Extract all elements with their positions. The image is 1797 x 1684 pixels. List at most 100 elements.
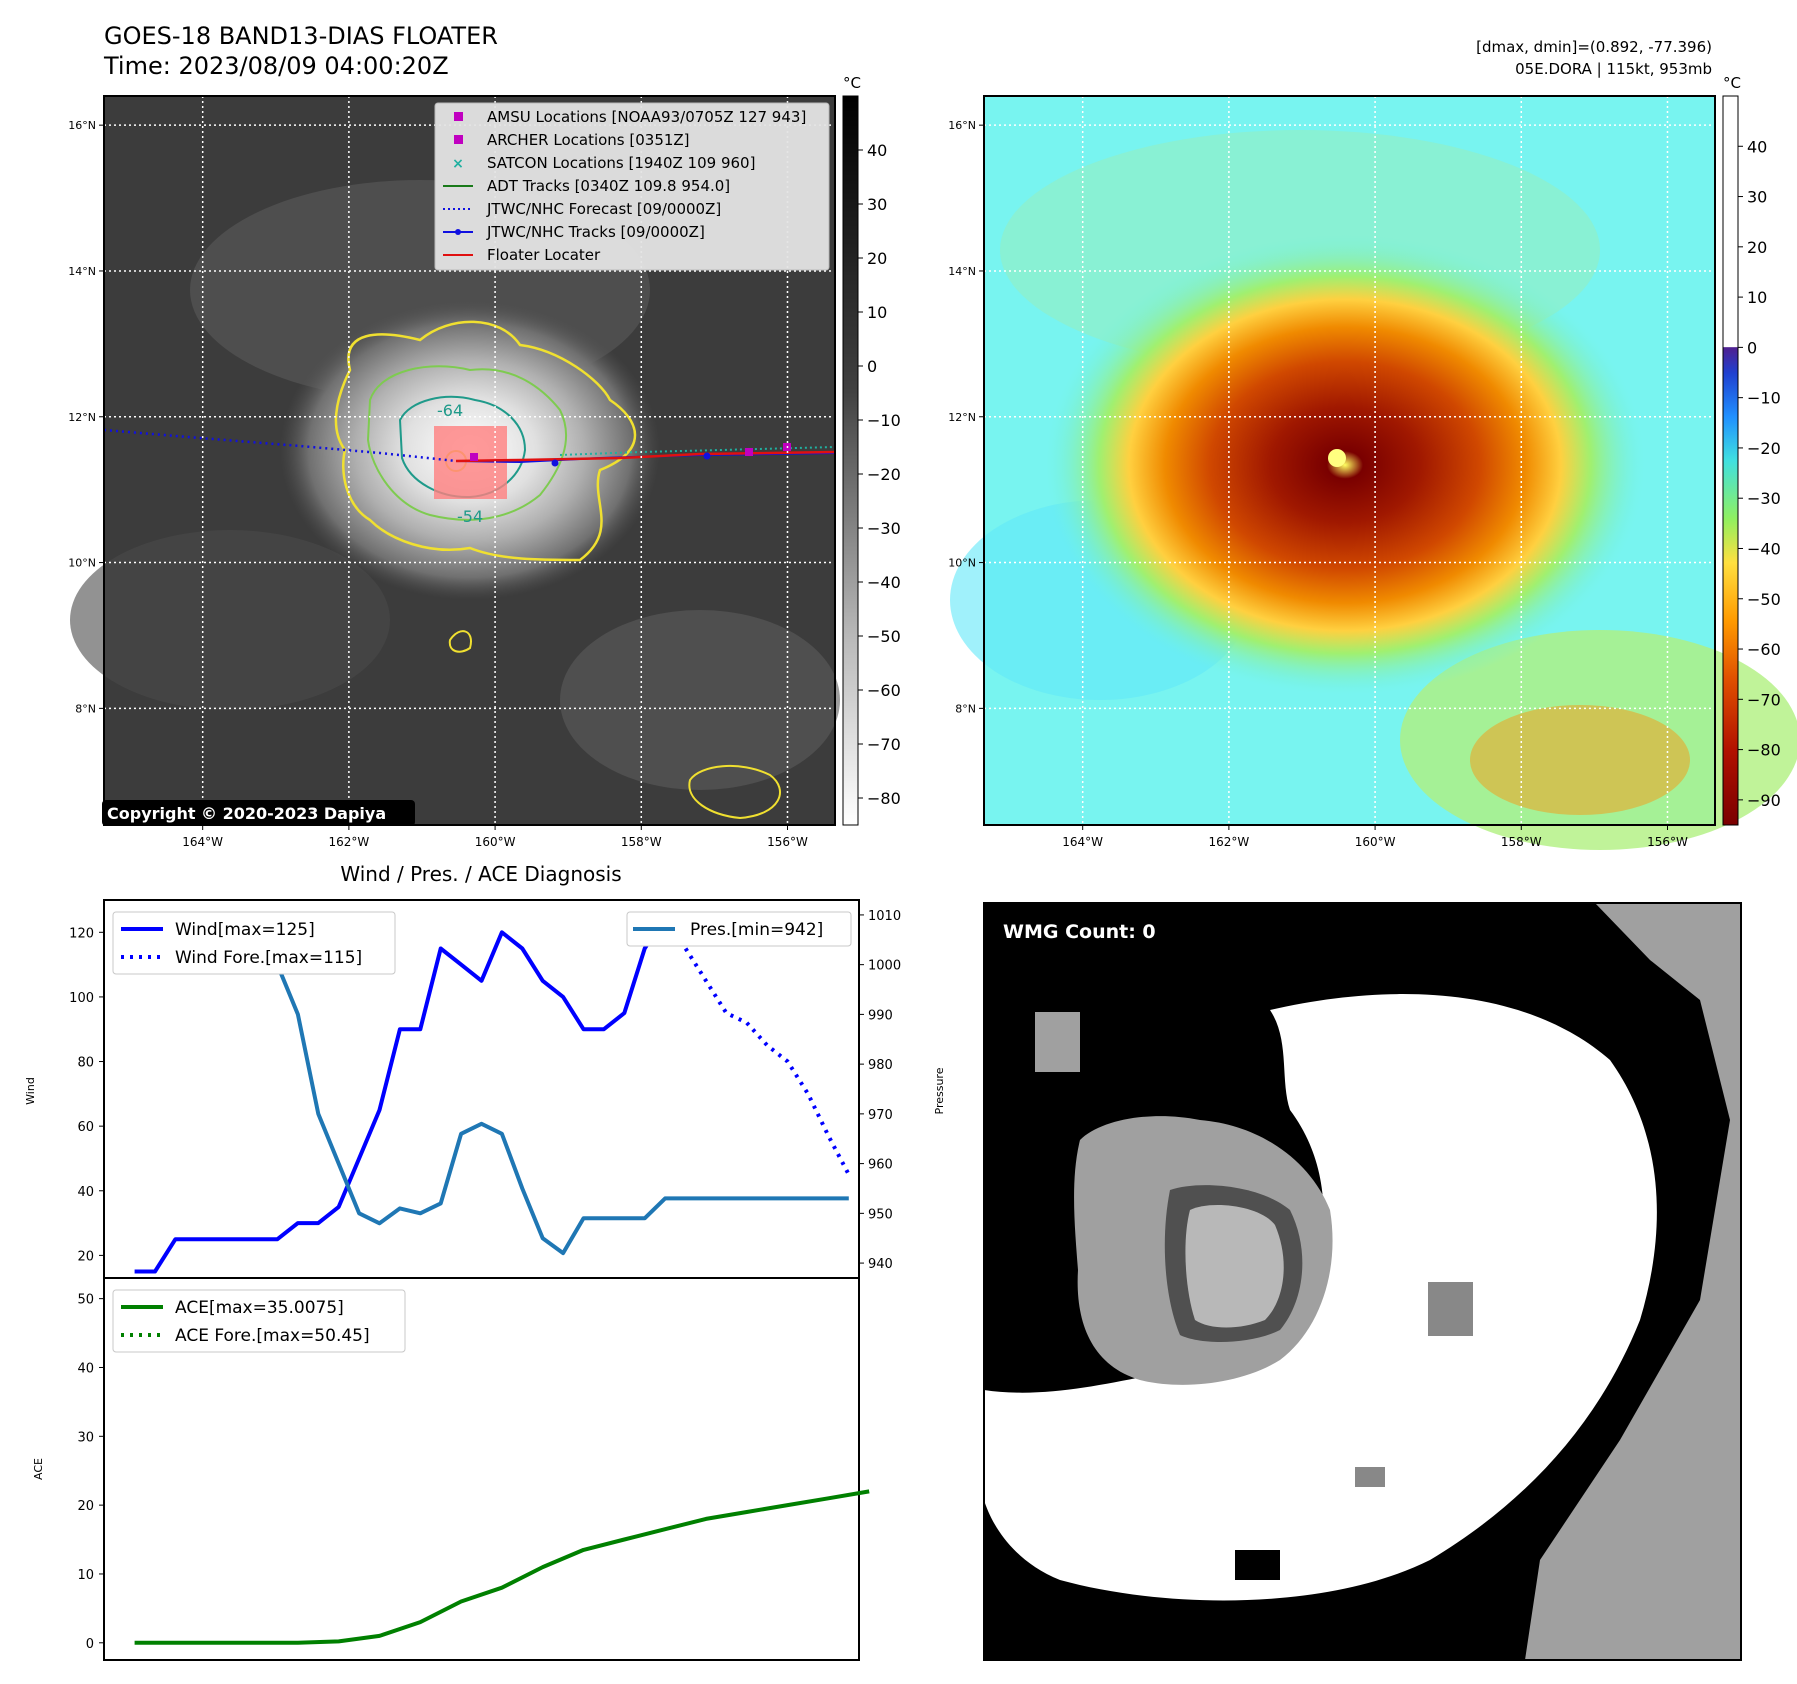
ace-tick-label: 0 <box>86 1637 94 1652</box>
ace-chart: 0 10 20 30 40 50 ACE ACE[max=35.0075] ACE For… <box>32 1277 870 1661</box>
wind-tick-label: 60 <box>77 1120 94 1135</box>
colorbar-tick-label: −60 <box>867 681 901 700</box>
ir-gray-map: -64 -54 16°N14°N12°N10°N8°N 164°W 162°W 16… <box>68 95 840 849</box>
gray-map-lon-label: 156°W <box>767 835 808 849</box>
wind-tick-label: 100 <box>69 991 94 1006</box>
legend-marker-dot <box>455 229 461 235</box>
pressure-axis-label: Pressure <box>933 1067 946 1114</box>
gray-colorbar-ticks: 40 30 20 10 0 −10 −20 −30 −40 −50 −60 −70 −80 <box>858 141 901 808</box>
colorbar-tick-label: 0 <box>867 357 877 376</box>
satcon-track <box>559 446 836 456</box>
colorbar-tick-label: −60 <box>1747 640 1781 659</box>
pressure-tick-label: 990 <box>868 1008 893 1023</box>
legend-marker: × <box>452 156 464 172</box>
gray-map-lat-labels: 16°N 14°N 12°N 10°N 8°N <box>68 119 104 715</box>
colorbar-tick-label: 20 <box>867 249 887 268</box>
gray-colorbar-unit: °C <box>843 74 861 92</box>
colorbar-tick-label: −10 <box>867 411 901 430</box>
colorbar-tick-label: −40 <box>867 573 901 592</box>
storm-info-label: 05E.DORA | 115kt, 953mb <box>1515 60 1712 78</box>
gray-map-lat-label: 16°N <box>68 119 96 132</box>
legend-marker <box>454 112 463 121</box>
pressure-tick-label: 970 <box>868 1108 893 1123</box>
colorbar-tick-label: −70 <box>1747 690 1781 709</box>
amsu-marker <box>745 448 753 456</box>
legend-label: ARCHER Locations [0351Z] <box>487 131 690 149</box>
gray-map-lon-labels: 164°W 162°W 160°W 158°W 156°W <box>182 825 808 849</box>
archer-marker <box>470 453 478 461</box>
colorbar-tick-label: −70 <box>867 735 901 754</box>
pressure-legend-label: Pres.[min=942] <box>690 920 823 940</box>
wind-tick-label: 20 <box>77 1249 94 1264</box>
ace-tick-label: 30 <box>77 1430 94 1445</box>
wmg-count-label: WMG Count: 0 <box>1003 921 1156 943</box>
colorbar-tick-label: 30 <box>1747 188 1767 207</box>
color-map-lat-label: 14°N <box>948 265 976 278</box>
colorbar-tick-label: −20 <box>867 465 901 484</box>
wind-legend <box>112 911 396 975</box>
contour-yellow <box>334 320 637 562</box>
ace-legend-label: ACE[max=35.0075] <box>175 1298 344 1318</box>
colorbar-tick-label: 0 <box>1747 338 1757 357</box>
gray-map-lat-label: 10°N <box>68 557 96 570</box>
colorbar-tick-label: 30 <box>867 195 887 214</box>
gray-map-lon-label: 164°W <box>182 835 223 849</box>
gray-map-lon-label: 162°W <box>328 835 369 849</box>
colorbar-tick-label: −50 <box>867 627 901 646</box>
gray-colorbar: °C 40 30 20 10 0 −10 −20 −30 −40 −50 −60 −70 −80 <box>842 74 901 826</box>
colorbar-tick-label: −80 <box>867 789 901 808</box>
colorbar-tick-label: 40 <box>867 141 887 160</box>
color-map-lat-labels: 16°N 14°N 12°N 10°N 8°N <box>948 119 984 715</box>
color-map-lon-labels: 164°W 162°W 160°W 158°W 156°W <box>1062 825 1688 849</box>
legend-label: JTWC/NHC Forecast [09/0000Z] <box>486 200 721 218</box>
ace-legend <box>112 1289 406 1353</box>
colorbar-tick-label: −30 <box>1747 489 1781 508</box>
ace-tick-label: 10 <box>77 1568 94 1583</box>
map-legend-items: AMSU Locations [NOAA93/0705Z 127 943] ARC… <box>443 108 806 264</box>
color-map-lat-label: 16°N <box>948 119 976 132</box>
color-map-lat-label: 8°N <box>955 702 976 715</box>
colorbar-tick-label: −40 <box>1747 539 1781 558</box>
colorbar-tick-label: −90 <box>1747 791 1781 810</box>
storm-cloud-color <box>1045 235 1645 695</box>
figure-time: Time: 2023/08/09 04:00:20Z <box>103 52 449 80</box>
colorbar-tick-label: −20 <box>1747 439 1781 458</box>
color-map-lon-label: 158°W <box>1501 835 1542 849</box>
color-colorbar-ticks: 40 30 20 10 0 −10 −20 −30 −40 −50 −60 −70 −80 −90 <box>1738 137 1781 810</box>
diagnosis-title: Wind / Pres. / ACE Diagnosis <box>340 862 621 886</box>
gray-map-lat-label: 12°N <box>68 411 96 424</box>
wind-tick-label: 120 <box>69 926 94 941</box>
wind-axis-label: Wind <box>24 1077 37 1105</box>
wmg-panel: WMG Count: 0 <box>983 902 1742 1661</box>
gray-map-lon-label: 158°W <box>621 835 662 849</box>
pressure-tick-label: 960 <box>868 1158 893 1173</box>
wmg-gray-outer <box>1525 903 1741 1660</box>
color-colorbar-bar <box>1722 95 1739 826</box>
pressure-tick-label: 1000 <box>868 959 901 974</box>
color-map-lon-label: 162°W <box>1208 835 1249 849</box>
color-map-lon-label: 160°W <box>1355 835 1396 849</box>
pressure-tick-label: 950 <box>868 1207 893 1222</box>
legend-label: SATCON Locations [1940Z 109 960] <box>487 154 755 172</box>
colorbar-tick-label: −50 <box>1747 590 1781 609</box>
contour-label-64: -64 <box>437 401 463 420</box>
contour-label-54: -54 <box>457 507 483 526</box>
contour-green <box>366 365 568 521</box>
map-legend <box>434 102 830 271</box>
ace-chart-marks: 0 10 20 30 40 50 <box>77 1293 870 1652</box>
gray-map-lat-label: 8°N <box>75 702 96 715</box>
ace-chart-series-0 <box>134 1489 870 1645</box>
legend-label: Floater Locater <box>487 246 601 264</box>
wind-pressure-chart: 20 40 60 80 100 120 940 950 960 970 980 990 1000 1010… <box>24 899 946 1279</box>
copyright-label: Copyright © 2020-2023 Dapiya <box>107 804 386 823</box>
color-map-gridlines <box>984 96 1715 825</box>
colorbar-tick-label: 10 <box>867 303 887 322</box>
wind-tick-label: 40 <box>77 1185 94 1200</box>
wind-forecast-legend-label: Wind Fore.[max=115] <box>175 948 362 968</box>
color-map-lon-label: 156°W <box>1647 835 1688 849</box>
legend-label: AMSU Locations [NOAA93/0705Z 127 943] <box>487 108 806 126</box>
dmax-dmin-label: [dmax, dmin]=(0.892, -77.396) <box>1476 38 1712 56</box>
wind-chart-series-0 <box>134 914 686 1274</box>
color-colorbar-unit: °C <box>1723 74 1741 92</box>
